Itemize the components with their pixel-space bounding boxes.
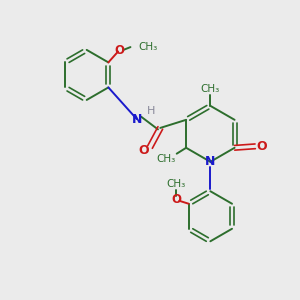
Text: H: H xyxy=(147,106,155,116)
Text: CH₃: CH₃ xyxy=(156,154,175,164)
Text: CH₃: CH₃ xyxy=(167,179,186,189)
Text: O: O xyxy=(115,44,124,56)
Text: O: O xyxy=(256,140,267,153)
Text: O: O xyxy=(171,193,181,206)
Text: CH₃: CH₃ xyxy=(139,42,158,52)
Text: O: O xyxy=(138,144,149,157)
Text: N: N xyxy=(205,155,215,168)
Text: N: N xyxy=(132,112,142,126)
Text: CH₃: CH₃ xyxy=(201,84,220,94)
